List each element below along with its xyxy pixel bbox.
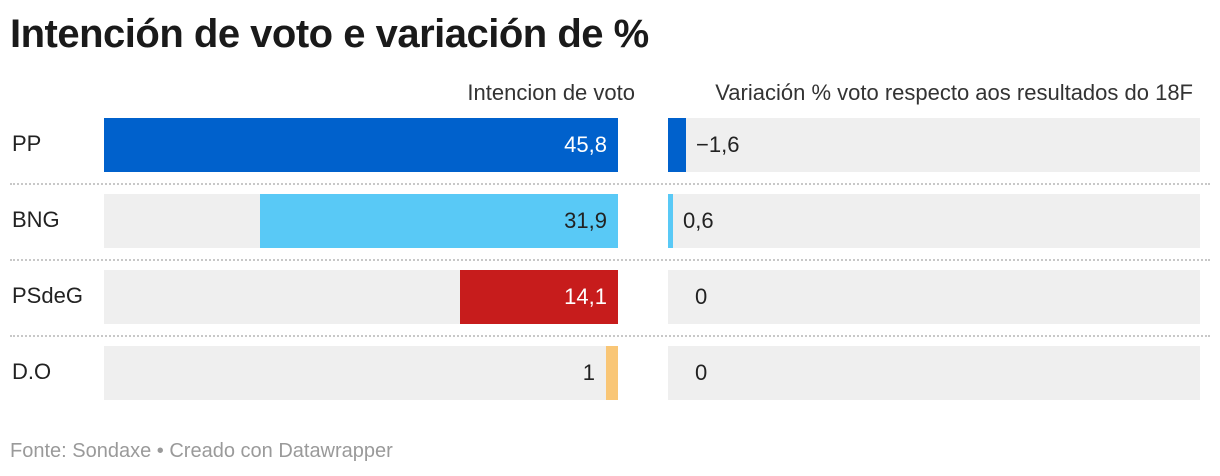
vote-value-d-o: 1 (582, 360, 595, 385)
change-bar-bng (668, 194, 673, 248)
vote-track-psdeg: 14,1 (104, 270, 618, 324)
row-label-d-o: D.O (12, 359, 52, 384)
footer-separator: • (156, 440, 164, 462)
row-separator (10, 183, 1210, 185)
vote-bar-pp (104, 118, 618, 172)
row-separator (10, 335, 1210, 337)
vote-value-psdeg: 14,1 (564, 284, 607, 309)
vote-track-d-o: 1 (104, 346, 618, 400)
column-header-change: Variación % voto respecto aos resultados… (715, 80, 1193, 105)
change-track-d-o: 0 (668, 346, 1200, 400)
vote-track-bng: 31,9 (104, 194, 618, 248)
change-track-pp: −1,6 (668, 118, 1200, 172)
vote-value-bng: 31,9 (564, 208, 607, 233)
chart-footer: Fonte: Sondaxe • Creado con Datawrapper (10, 440, 393, 463)
vote-bar-psdeg (460, 270, 618, 324)
row-label-bng: BNG (12, 207, 60, 232)
change-value-psdeg: 0 (695, 284, 708, 309)
row-separator (10, 259, 1210, 261)
chart-title: Intención de voto e variación de % (10, 12, 649, 56)
column-header-vote: Intencion de voto (467, 80, 635, 105)
row-label-pp: PP (12, 131, 42, 156)
vote-value-pp: 45,8 (564, 132, 607, 157)
row-label-psdeg: PSdeG (12, 283, 83, 308)
change-value-bng: 0,6 (683, 208, 714, 233)
footer-credit: Creado con Datawrapper (169, 440, 393, 462)
change-value-d-o: 0 (695, 360, 708, 385)
change-value-pp: −1,6 (696, 132, 740, 157)
change-bar-pp (668, 118, 686, 172)
change-track-bng: 0,6 (668, 194, 1200, 248)
vote-track-pp: 45,8 (104, 118, 618, 172)
change-track-psdeg: 0 (668, 270, 1200, 324)
footer-source: Fonte: Sondaxe (10, 440, 152, 462)
vote-bar-bng (260, 194, 618, 248)
vote-bar-d-o (606, 346, 618, 400)
